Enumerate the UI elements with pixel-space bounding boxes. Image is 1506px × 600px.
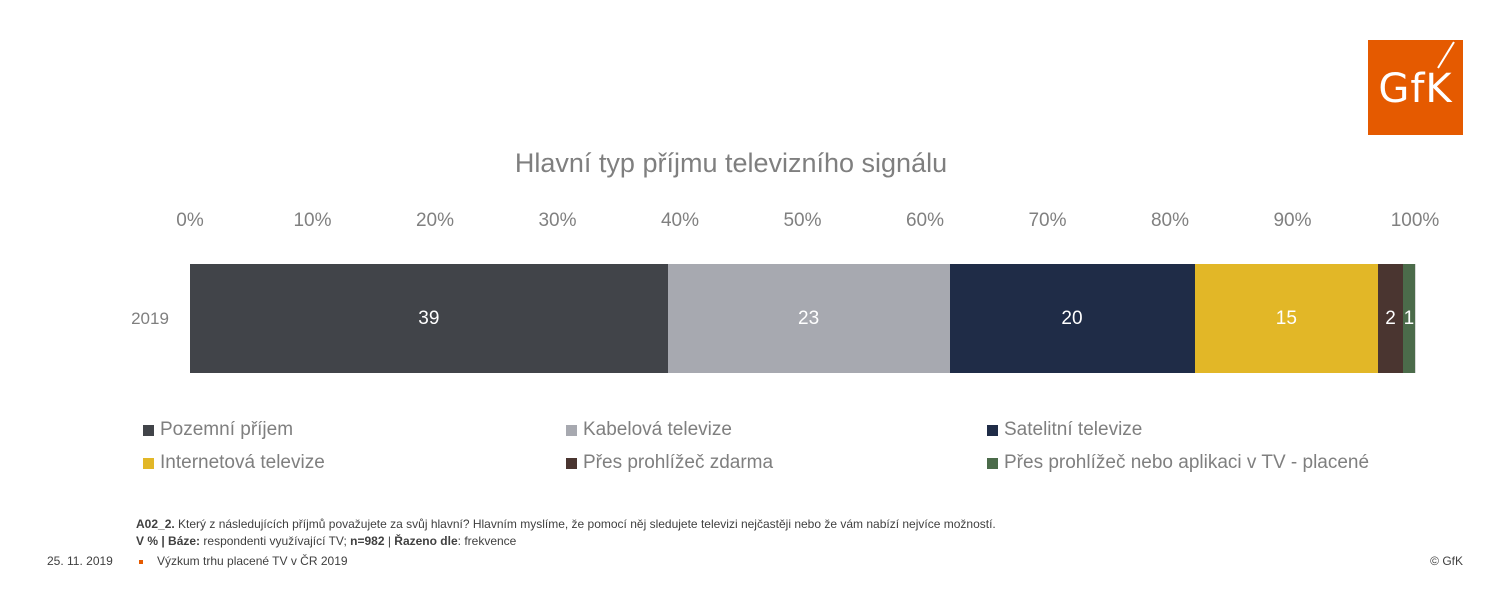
x-tick-label: 30% xyxy=(538,210,577,231)
x-tick-label: 20% xyxy=(415,210,455,231)
logo-text: GfK xyxy=(1378,66,1453,112)
sort-text: : frekvence xyxy=(457,534,517,548)
base-text: respondenti využívající TV; xyxy=(200,534,351,548)
footer-bullet-icon xyxy=(139,560,143,564)
footer-date: 25. 11. 2019 xyxy=(47,554,113,568)
legend-item: Přes prohlížeč zdarma xyxy=(566,452,773,474)
base-note: V % | Báze: respondenti využívající TV; … xyxy=(136,534,516,548)
legend-swatch xyxy=(566,424,577,436)
legend-item: Internetová televize xyxy=(143,452,325,474)
data-label: 20 xyxy=(1061,308,1083,329)
question-code: A02_2. xyxy=(136,517,175,531)
legend-label: Přes prohlížeč nebo aplikaci v TV - plac… xyxy=(1004,452,1370,473)
data-label: 2 xyxy=(1385,308,1396,329)
sort-label: Řazeno dle xyxy=(394,534,458,548)
gridline xyxy=(1415,264,1416,373)
separator: | xyxy=(384,534,395,548)
x-tick-label: 60% xyxy=(905,210,945,231)
x-tick-label: 70% xyxy=(1028,210,1067,231)
legend-label: Kabelová televize xyxy=(583,419,732,440)
bar-segment xyxy=(949,264,1195,373)
legend-swatch xyxy=(143,457,154,469)
data-label: 39 xyxy=(418,308,440,329)
gfk-logo: GfK xyxy=(1368,40,1463,135)
legend-label: Satelitní televize xyxy=(1004,419,1143,440)
bar-segment xyxy=(190,264,668,373)
unit-label: V % xyxy=(136,534,159,548)
question-note: A02_2. Který z následujících příjmů pova… xyxy=(136,517,996,531)
legend-label: Internetová televize xyxy=(160,452,325,473)
footer-copyright: © GfK xyxy=(1430,554,1463,568)
question-text: Který z následujících příjmů považujete … xyxy=(174,517,996,531)
legend-item: Pozemní příjem xyxy=(143,419,293,441)
bar-segment xyxy=(667,264,950,373)
chart-title: Hlavní typ příjmu televizního signálu xyxy=(514,148,948,178)
x-tick-label: 50% xyxy=(783,210,822,231)
separator: | xyxy=(158,534,169,548)
legend-label: Přes prohlížeč zdarma xyxy=(583,452,774,473)
category-label: 2019 xyxy=(131,309,169,328)
legend-item: Satelitní televize xyxy=(987,419,1142,441)
x-tick-label: 80% xyxy=(1150,210,1190,231)
legend-swatch xyxy=(566,457,577,469)
x-tick-label: 40% xyxy=(660,210,700,231)
x-tick-label: 0% xyxy=(176,210,204,231)
x-tick-label: 10% xyxy=(293,210,332,231)
data-label: 15 xyxy=(1275,308,1297,329)
base-label: Báze: xyxy=(168,534,201,548)
bar-segment xyxy=(1378,264,1403,373)
legend-item: Přes prohlížeč nebo aplikaci v TV - plac… xyxy=(987,452,1369,474)
legend-item: Kabelová televize xyxy=(566,419,732,441)
x-tick-label: 90% xyxy=(1273,210,1312,231)
legend-swatch xyxy=(143,424,154,436)
legend-swatch xyxy=(987,424,998,436)
data-label: 23 xyxy=(798,308,820,329)
legend-swatch xyxy=(987,457,998,469)
bar-segment xyxy=(1194,264,1379,373)
x-tick-label: 100% xyxy=(1390,210,1440,231)
logo-accent-icon xyxy=(1437,41,1455,69)
legend-label: Pozemní příjem xyxy=(160,419,294,440)
footer-project: Výzkum trhu placené TV v ČR 2019 xyxy=(157,554,348,568)
data-label: 1 xyxy=(1403,308,1415,329)
bar-segment xyxy=(1402,264,1415,373)
sample-size: n=982 xyxy=(350,534,385,548)
